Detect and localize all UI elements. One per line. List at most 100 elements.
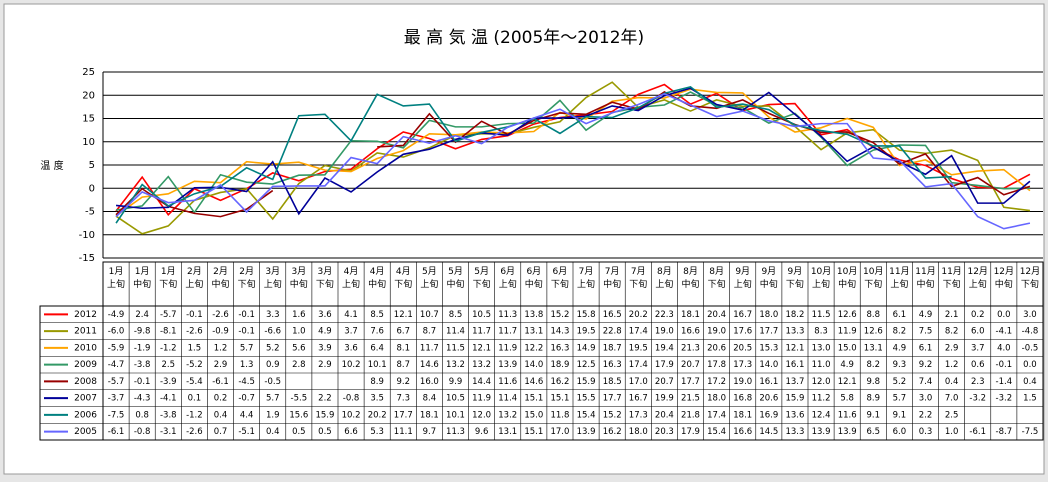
table-value: -3.2	[996, 394, 1013, 404]
y-tick-label: 15	[82, 114, 95, 125]
table-value: 18.1	[733, 410, 752, 420]
table-value: 10.2	[342, 410, 361, 420]
x-tick-label-box: 10月下旬	[863, 267, 883, 290]
table-value: 5.2	[893, 377, 907, 387]
table-value: 0.8	[135, 410, 149, 420]
table-value: 6.5	[867, 427, 881, 437]
table-value: 1.5	[1023, 394, 1037, 404]
x-tick-label: 3月中旬	[289, 267, 308, 290]
y-axis-label: 温 度	[40, 159, 63, 172]
table-value: 8.8	[867, 310, 881, 320]
table-value: 10.5	[446, 394, 465, 404]
table-value: 20.7	[681, 360, 700, 370]
x-tick-label-box: 9月上旬	[733, 267, 752, 290]
table-value: -4.5	[238, 377, 255, 387]
table-value: 11.6	[498, 377, 517, 387]
table-value: 5.8	[840, 394, 854, 404]
x-tick-label-box: 6月中旬	[525, 267, 543, 290]
table-value: -5.7	[108, 377, 125, 387]
y-tick-label: 5	[89, 160, 95, 171]
table-value: 22.3	[655, 310, 674, 320]
table-value: 0.4	[945, 377, 959, 387]
table-value: 4.9	[919, 310, 933, 320]
table-value: 2.2	[318, 394, 332, 404]
x-tick-label: 1月下旬	[159, 267, 178, 290]
table-value: 5.3	[370, 427, 384, 437]
x-tick-label: 10月上旬	[810, 267, 832, 290]
table-value: 11.7	[498, 327, 517, 337]
table-value: 3.6	[344, 343, 358, 353]
table-value: -3.8	[160, 410, 177, 420]
table-value: 19.4	[655, 343, 674, 353]
x-tick-label: 1月上旬	[107, 267, 126, 290]
table-value: 22.8	[603, 327, 622, 337]
table-value: 2.8	[292, 360, 306, 370]
table-value: 15.2	[603, 410, 622, 420]
table-value: 13.8	[524, 310, 543, 320]
legend-label: 2005	[74, 427, 97, 437]
table-value: 1.3	[240, 360, 254, 370]
table-value: 3.0	[1023, 310, 1037, 320]
table-value: 11.5	[812, 310, 831, 320]
table-value: -0.8	[134, 427, 151, 437]
y-tick-label: -10	[79, 230, 95, 241]
x-tick-label-box: 6月下旬	[551, 267, 569, 290]
table-value: 17.9	[681, 427, 700, 437]
table-value: 11.7	[472, 327, 491, 337]
x-tick-label-box: 1月上旬	[107, 267, 126, 290]
table-value: -0.1	[996, 360, 1013, 370]
x-tick-label: 4月中旬	[368, 267, 387, 290]
table-value: 16.9	[759, 410, 778, 420]
table-value: -4.7	[108, 360, 125, 370]
table-value: 12.1	[838, 377, 857, 387]
table-value: 0.4	[266, 427, 280, 437]
table-value: 6.1	[919, 343, 933, 353]
x-tick-label-box: 8月上旬	[655, 267, 673, 290]
series-line	[115, 91, 1031, 218]
table-value: 8.2	[867, 360, 881, 370]
table-value: 8.5	[370, 310, 384, 320]
table-value: 15.1	[524, 427, 543, 437]
table-value: -3.7	[108, 394, 125, 404]
table-value: 8.2	[893, 327, 907, 337]
table-value: 11.0	[812, 360, 831, 370]
x-tick-label: 7月中旬	[603, 267, 622, 290]
table-value: 16.1	[785, 360, 804, 370]
table-value: 5.7	[893, 394, 907, 404]
x-tick-label-box: 4月下旬	[394, 267, 412, 290]
table-value: 15.9	[577, 377, 596, 387]
table-value: 12.2	[524, 343, 543, 353]
table-value: -8.1	[160, 327, 177, 337]
table-value: 0.0	[1023, 360, 1037, 370]
table-value: 14.0	[524, 360, 543, 370]
table-value: 20.2	[629, 310, 648, 320]
table-value: -0.9	[212, 327, 229, 337]
table-value: 15.9	[785, 394, 804, 404]
table-value: 15.0	[838, 343, 857, 353]
table-value: 1.5	[188, 343, 202, 353]
x-tick-label-box: 7月下旬	[629, 267, 647, 290]
table-value: 11.6	[838, 410, 857, 420]
table-value: 9.6	[475, 427, 489, 437]
table-value: 2.5	[162, 360, 176, 370]
x-tick-label: 9月上旬	[733, 267, 752, 290]
legend-label: 2006	[74, 410, 97, 420]
table-value: 10.7	[420, 310, 439, 320]
table-value: -0.1	[134, 377, 151, 387]
table-value: 15.3	[759, 343, 778, 353]
table-value: 13.6	[785, 410, 804, 420]
table-value: 16.6	[733, 427, 752, 437]
table-value: 18.1	[420, 410, 439, 420]
table-value: 18.2	[785, 310, 804, 320]
y-tick-label: 10	[82, 137, 95, 148]
table-value: 17.0	[629, 377, 648, 387]
table-value: 6.1	[893, 310, 907, 320]
x-tick-label-box: 11月上旬	[889, 267, 909, 290]
table-value: 12.0	[812, 377, 831, 387]
table-value: 17.7	[394, 410, 413, 420]
table-value: 13.3	[785, 327, 804, 337]
table-value: 15.1	[524, 394, 543, 404]
table-value: 3.9	[318, 343, 332, 353]
legend-label: 2009	[74, 360, 97, 370]
table-value: 20.6	[707, 343, 726, 353]
